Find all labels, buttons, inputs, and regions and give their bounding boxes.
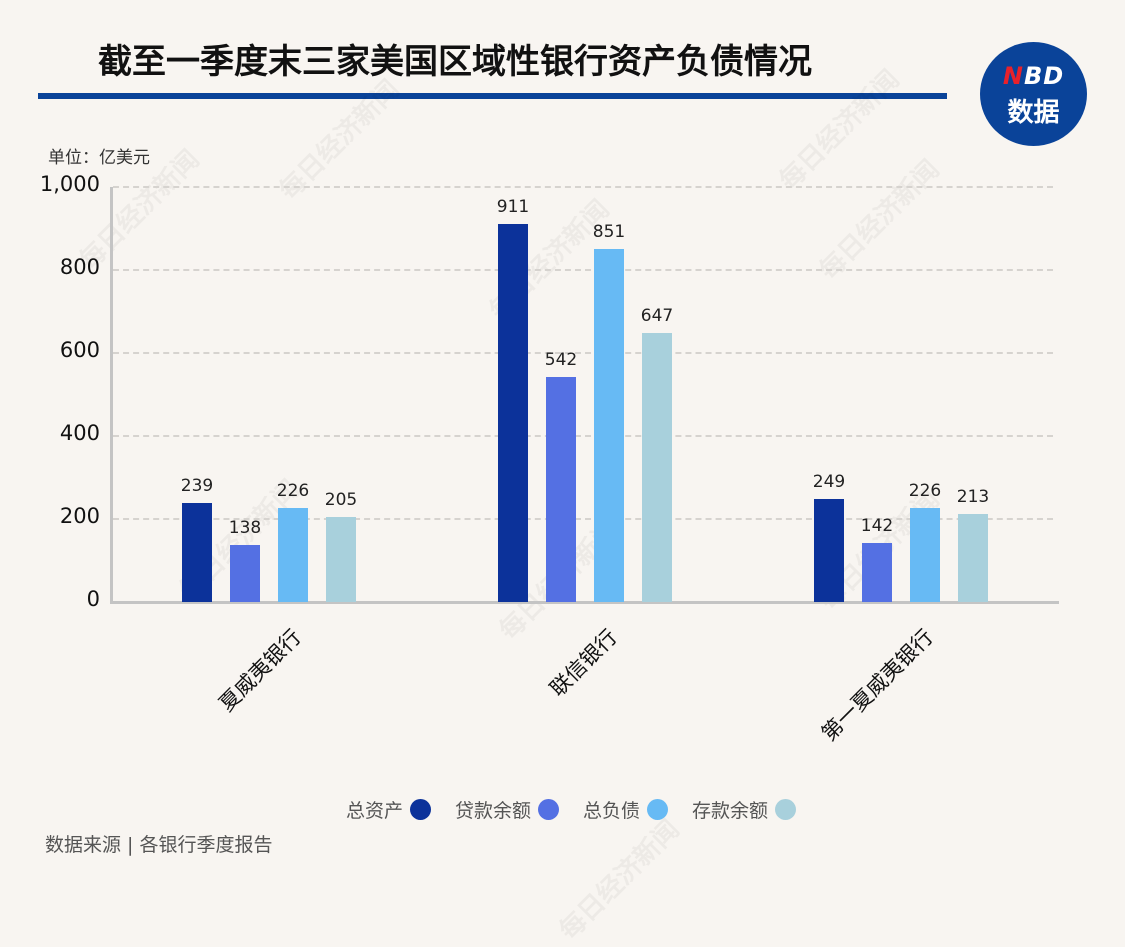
bar: [326, 516, 356, 602]
bar-value-label: 647: [640, 306, 674, 327]
chart-title: 截至一季度末三家美国区域性银行资产负债情况: [98, 42, 812, 82]
y-tick-label: 1,000: [39, 172, 100, 196]
bar: [498, 223, 528, 602]
bar: [594, 248, 624, 602]
bar-value-label: 213: [956, 486, 990, 507]
legend-label: 总负债: [583, 800, 641, 822]
unit-label: 单位：亿美元: [48, 148, 150, 168]
bar: [862, 543, 892, 602]
bar: [910, 508, 940, 602]
legend-label: 贷款余额: [455, 800, 532, 822]
legend: 总资产 贷款余额 总负债 存款余额: [346, 796, 820, 823]
bar-value-label: 249: [812, 471, 846, 492]
y-tick-label: 400: [59, 421, 100, 445]
legend-item: 总资产: [346, 796, 432, 823]
bar: [278, 508, 308, 602]
legend-item: 存款余额: [692, 796, 797, 823]
bar-value-label: 205: [324, 489, 358, 510]
bar: [814, 498, 844, 602]
logo-text-nbd: NBD: [980, 62, 1087, 90]
nbd-logo: NBD 数据: [980, 42, 1087, 146]
bar-value-label: 911: [496, 196, 530, 217]
bar: [182, 502, 212, 602]
bar-value-label: 226: [908, 481, 942, 502]
logo-text-data: 数据: [1007, 98, 1060, 128]
logo-bd: BD: [1023, 62, 1065, 90]
bar-value-label: 542: [544, 350, 578, 371]
data-source: 数据来源 | 各银行季度报告: [45, 834, 273, 856]
bar: [642, 333, 672, 602]
watermark: 每日经济新闻: [550, 810, 686, 947]
watermark: 每日经济新闻: [810, 150, 946, 287]
bar-value-label: 142: [860, 516, 894, 537]
watermark: 每日经济新闻: [770, 60, 906, 197]
x-category-label: 联信银行: [545, 624, 622, 702]
bar-value-label: 226: [276, 481, 310, 502]
gridline: [113, 186, 1053, 188]
legend-label: 存款余额: [692, 800, 769, 822]
y-axis-line: [110, 187, 113, 604]
bar: [546, 377, 576, 602]
y-tick-label: 800: [59, 255, 100, 279]
title-underline: [38, 93, 947, 99]
legend-dot-icon: [538, 799, 560, 820]
gridline: [113, 435, 1053, 437]
x-category-label: 第一夏威夷银行: [816, 624, 938, 746]
y-tick-label: 200: [59, 504, 100, 528]
bar-value-label: 138: [228, 517, 262, 538]
x-axis-line: [110, 601, 1059, 604]
legend-label: 总资产: [346, 800, 404, 822]
bar-chart: 每日经济新闻每日经济新闻每日经济新闻每日经济新闻每日经济新闻每日经济新闻每日经济…: [39, 60, 1059, 946]
gridline: [113, 352, 1053, 354]
legend-item: 总负债: [583, 796, 669, 823]
y-tick-label: 600: [59, 338, 100, 362]
bar: [958, 513, 988, 602]
x-category-label: 夏威夷银行: [214, 624, 306, 717]
y-tick-label: 0: [86, 587, 100, 611]
legend-dot-icon: [775, 799, 797, 820]
legend-dot-icon: [647, 799, 669, 820]
logo-n: N: [1002, 62, 1024, 90]
gridline: [113, 518, 1053, 520]
legend-item: 贷款余额: [455, 796, 560, 823]
legend-dot-icon: [410, 799, 432, 820]
bar-value-label: 239: [180, 475, 214, 496]
gridline: [113, 269, 1053, 271]
bar: [230, 544, 260, 602]
bar-value-label: 851: [592, 221, 626, 242]
